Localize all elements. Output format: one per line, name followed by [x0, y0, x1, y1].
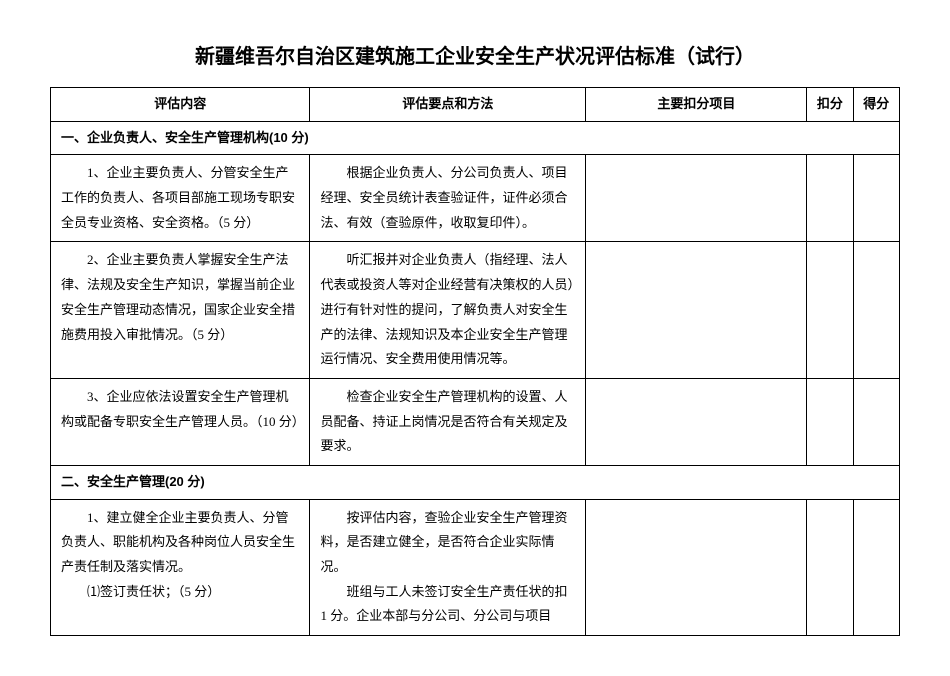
cell-score: [853, 155, 899, 242]
cell-method: 按评估内容，查验企业安全生产管理资料，是否建立健全，是否符合企业实际情况。 班组…: [310, 499, 586, 635]
cell-content: 2、企业主要负责人掌握安全生产法律、法规及安全生产知识，掌握当前企业安全生产管理…: [51, 242, 310, 378]
table-row: 2、企业主要负责人掌握安全生产法律、法规及安全生产知识，掌握当前企业安全生产管理…: [51, 242, 900, 378]
cell-deduct: [807, 499, 853, 635]
cell-deduct: [807, 242, 853, 378]
header-method: 评估要点和方法: [310, 88, 586, 122]
cell-deduct-item: [586, 155, 807, 242]
section-1-header-row: 一、企业负责人、安全生产管理机构(10 分): [51, 121, 900, 155]
cell-deduct-item: [586, 499, 807, 635]
cell-content: 1、建立健全企业主要负责人、分管负责人、职能机构及各种岗位人员安全生产责任制及落…: [51, 499, 310, 635]
header-deduct-item: 主要扣分项目: [586, 88, 807, 122]
cell-method: 根据企业负责人、分公司负责人、项目经理、安全员统计表查验证件，证件必须合法、有效…: [310, 155, 586, 242]
header-content: 评估内容: [51, 88, 310, 122]
table-row: 1、建立健全企业主要负责人、分管负责人、职能机构及各种岗位人员安全生产责任制及落…: [51, 499, 900, 635]
cell-score: [853, 378, 899, 465]
cell-deduct: [807, 378, 853, 465]
cell-content: 3、企业应依法设置安全生产管理机构或配备专职安全生产管理人员。（10 分）: [51, 378, 310, 465]
content-paragraph: 1、建立健全企业主要负责人、分管负责人、职能机构及各种岗位人员安全生产责任制及落…: [61, 506, 299, 580]
cell-content: 1、企业主要负责人、分管安全生产工作的负责人、各项目部施工现场专职安全员专业资格…: [51, 155, 310, 242]
section-2-header-row: 二、安全生产管理(20 分): [51, 465, 900, 499]
section-1-header: 一、企业负责人、安全生产管理机构(10 分): [51, 121, 900, 155]
cell-method: 听汇报并对企业负责人（指经理、法人代表或投资人等对企业经营有决策权的人员）进行有…: [310, 242, 586, 378]
cell-deduct-item: [586, 378, 807, 465]
method-paragraph: 班组与工人未签订安全生产责任状的扣 1 分。企业本部与分公司、分公司与项目: [320, 580, 575, 629]
table-header-row: 评估内容 评估要点和方法 主要扣分项目 扣分 得分: [51, 88, 900, 122]
table-row: 1、企业主要负责人、分管安全生产工作的负责人、各项目部施工现场专职安全员专业资格…: [51, 155, 900, 242]
cell-score: [853, 242, 899, 378]
section-2-header: 二、安全生产管理(20 分): [51, 465, 900, 499]
document-title: 新疆维吾尔自治区建筑施工企业安全生产状况评估标准（试行）: [50, 40, 900, 69]
cell-deduct-item: [586, 242, 807, 378]
header-deduct: 扣分: [807, 88, 853, 122]
cell-deduct: [807, 155, 853, 242]
evaluation-table: 评估内容 评估要点和方法 主要扣分项目 扣分 得分 一、企业负责人、安全生产管理…: [50, 87, 900, 636]
table-row: 3、企业应依法设置安全生产管理机构或配备专职安全生产管理人员。（10 分） 检查…: [51, 378, 900, 465]
header-score: 得分: [853, 88, 899, 122]
cell-score: [853, 499, 899, 635]
method-paragraph: 按评估内容，查验企业安全生产管理资料，是否建立健全，是否符合企业实际情况。: [320, 506, 575, 580]
content-paragraph: ⑴签订责任状；（5 分）: [61, 580, 299, 605]
cell-method: 检查企业安全生产管理机构的设置、人员配备、持证上岗情况是否符合有关规定及要求。: [310, 378, 586, 465]
